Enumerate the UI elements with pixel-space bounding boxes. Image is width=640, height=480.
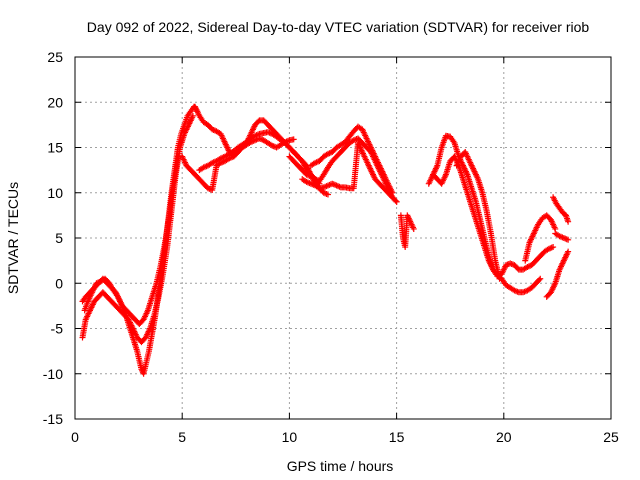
series-arc-16 xyxy=(543,248,572,300)
axis-ticks: 0 5 10 15 20 25 -15 -10 -5 0 5 10 15 20 25 xyxy=(43,49,619,445)
series-arc-11 xyxy=(425,132,557,280)
data-points xyxy=(79,103,572,377)
series-arc-14 xyxy=(522,212,559,264)
data-point xyxy=(410,225,417,232)
data-point xyxy=(393,198,400,205)
chart-title: Day 092 of 2022, Sidereal Day-to-day VTE… xyxy=(87,19,590,35)
y-tick-label: 15 xyxy=(47,140,63,156)
x-tick-label: 10 xyxy=(282,429,298,445)
data-point xyxy=(536,276,543,283)
series-arc-15 xyxy=(550,194,572,225)
x-tick-label: 0 xyxy=(71,429,79,445)
data-point xyxy=(189,112,196,119)
series-arc-2 xyxy=(79,112,196,346)
series-arc-9 xyxy=(299,139,400,205)
y-tick-label: 0 xyxy=(55,275,63,291)
series-arc-13 xyxy=(453,149,503,282)
series-arc-10 xyxy=(397,212,417,251)
x-axis-label: GPS time / hours xyxy=(287,458,394,474)
y-axis-label: SDTVAR / TECUs xyxy=(5,182,21,294)
y-tick-label: -10 xyxy=(43,366,63,382)
grid xyxy=(75,57,611,419)
series-arc-3 xyxy=(81,153,181,327)
x-tick-label: 20 xyxy=(496,429,512,445)
data-point xyxy=(550,244,557,251)
data-point xyxy=(496,275,503,282)
data-point xyxy=(392,197,399,204)
x-tick-label: 15 xyxy=(389,429,405,445)
data-point xyxy=(565,218,572,225)
series-arc-17 xyxy=(552,230,572,243)
data-point xyxy=(537,275,544,282)
y-tick-label: 5 xyxy=(55,230,63,246)
y-tick-label: 10 xyxy=(47,185,63,201)
series-arc-6 xyxy=(196,129,323,187)
y-tick-label: 20 xyxy=(47,94,63,110)
x-tick-label: 25 xyxy=(603,429,619,445)
y-tick-label: -5 xyxy=(51,321,64,337)
data-point xyxy=(324,191,331,198)
data-point xyxy=(565,248,572,255)
series-arc-5 xyxy=(179,135,297,194)
series-arc-8 xyxy=(307,123,396,196)
y-tick-label: -15 xyxy=(43,411,63,427)
data-point xyxy=(290,136,297,143)
data-point xyxy=(565,236,572,243)
x-tick-label: 5 xyxy=(178,429,186,445)
y-tick-label: 25 xyxy=(47,49,63,65)
